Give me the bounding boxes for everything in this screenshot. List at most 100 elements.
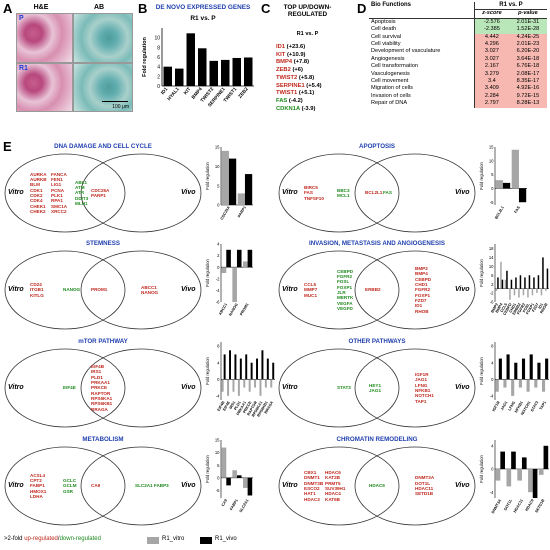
e-y-tick: 10 bbox=[215, 450, 220, 455]
b-x-tick: HYAL1 bbox=[166, 86, 181, 102]
pathway-title: mTOR PATHWAY bbox=[78, 338, 128, 345]
pathway-title: INVASION, METASTASIS AND ANGIOGENESIS bbox=[308, 240, 446, 247]
bar-vitro bbox=[232, 267, 237, 302]
vivo-down-genes: SLC2A1 FABP3 bbox=[135, 483, 169, 489]
top-gene-value: (+23.6) bbox=[285, 44, 306, 50]
bar-vitro bbox=[264, 379, 267, 388]
e-y-tick: 14 bbox=[489, 255, 494, 260]
e-y-tick: 6 bbox=[491, 273, 494, 278]
e-y-tick: -2 bbox=[490, 291, 494, 296]
bar-vivo bbox=[239, 358, 242, 380]
pathway-bar-chart: -5 0 5 10 15 Fold regulation CA9 FABP1 SLC2A1 bbox=[205, 438, 253, 514]
e-y-tick: -4 bbox=[216, 288, 220, 293]
top-gene-item: SERPINE1 (+5.4) bbox=[276, 83, 351, 91]
bar-vitro bbox=[259, 379, 262, 396]
vitro-down-genes: ABL1 ATM ATR DDIT3 MLH1 bbox=[75, 179, 89, 206]
vitro-down-genes: NANOG bbox=[63, 287, 81, 293]
bio-function-row: Apoptosis -2.576 2.01E-31 bbox=[369, 18, 547, 27]
bio-function-row: Vasculogenesis 3.279 2.08E-17 bbox=[369, 70, 547, 79]
e-y-label: Fold regulation bbox=[205, 161, 210, 189]
p-value-cell: 1.52E-28 bbox=[508, 26, 547, 34]
micrograph-he-r1: R1 bbox=[16, 63, 73, 112]
venn-vitro-circle bbox=[278, 348, 400, 428]
e-x-tick: FABP1 bbox=[229, 499, 239, 512]
bar-vivo bbox=[537, 275, 540, 289]
e-x-tick: ABCC1 bbox=[218, 303, 228, 316]
bar-vivo bbox=[528, 275, 531, 289]
bar-vivo bbox=[502, 182, 511, 189]
bar-vivo bbox=[514, 362, 518, 380]
bio-function-name: Vasculogenesis bbox=[369, 70, 475, 79]
bar-vitro bbox=[500, 261, 502, 289]
e-y-tick: 18 bbox=[489, 246, 494, 251]
e-y-tick: 8 bbox=[491, 344, 494, 349]
p-value-header: p-value bbox=[518, 10, 538, 17]
bio-function-name: Cell viability bbox=[369, 41, 475, 49]
bar-vivo bbox=[256, 358, 258, 380]
z-score-cell: 3.279 bbox=[474, 70, 509, 79]
vitro-down-genes: GCLC GCLM GSR bbox=[63, 478, 77, 494]
bar-vivo bbox=[497, 277, 499, 289]
bar-vitro bbox=[511, 379, 515, 396]
bar-vivo bbox=[226, 249, 231, 268]
vitro-down-genes: BBC3 MCL1 bbox=[337, 187, 350, 198]
bio-function-name: Apoptosis bbox=[369, 18, 475, 27]
bar-vivo bbox=[542, 257, 544, 289]
panel-c-title-bottom: REGULATED bbox=[287, 11, 328, 18]
e-y-label: Fold regulation bbox=[479, 454, 484, 482]
e-y-tick: -6 bbox=[490, 300, 494, 305]
bar-vitro bbox=[227, 379, 230, 396]
top-gene-name: TWIST1 bbox=[276, 90, 298, 97]
venn-vivo-circle bbox=[354, 250, 476, 330]
panel-b-title: DE NOVO EXPRESSED GENES bbox=[155, 4, 251, 11]
bar-vitro bbox=[221, 150, 229, 205]
bar-vivo bbox=[245, 354, 248, 380]
e-x-tick: TAP1 bbox=[539, 401, 547, 411]
bar-vivo bbox=[247, 249, 253, 268]
panel-e-letter: E bbox=[3, 139, 12, 154]
bar-vivo bbox=[236, 475, 242, 478]
bar-vivo bbox=[234, 354, 237, 380]
top-gene-name: BMP4 bbox=[276, 59, 293, 66]
bio-function-name: Cell movement bbox=[369, 78, 475, 86]
b-y-label: Fold regulation bbox=[142, 37, 148, 77]
venn-diagram bbox=[4, 153, 202, 233]
bio-function-row: Cell survival 4.442 4.24E-25 bbox=[369, 33, 547, 42]
bar-vitro bbox=[545, 288, 547, 291]
top-gene-value: (+5.4) bbox=[304, 82, 322, 89]
micrograph-he-p: P bbox=[16, 13, 73, 63]
bio-function-row: Angiogenesis 3.027 3.64E-18 bbox=[369, 55, 547, 64]
shared-up-genes: CDC25A PARP1 bbox=[91, 187, 110, 198]
venn-diagram bbox=[4, 250, 202, 330]
e-y-label: Fold regulation bbox=[479, 258, 484, 286]
e-y-tick: -5 bbox=[490, 200, 494, 205]
p-value-cell: 9.72E-15 bbox=[508, 92, 547, 101]
venn-vitro-circle bbox=[4, 153, 126, 233]
shared-down-genes: FAS bbox=[383, 190, 392, 196]
bar-vivo bbox=[543, 445, 549, 469]
e-x-tick: SLC2A1 bbox=[239, 499, 250, 514]
e-x-tick: PROM1 bbox=[239, 303, 249, 317]
pathway-title: CHROMATIN REMODELING bbox=[336, 436, 418, 443]
pathway-block: OTHER PATHWAYS Vitro Vivo STAT3 HEY1 JAG1 IGF… bbox=[277, 338, 549, 434]
venn-vivo-circle bbox=[354, 348, 476, 428]
e-y-label: Fold regulation bbox=[205, 356, 210, 384]
e-x-tick: NOTCH1 bbox=[520, 401, 531, 417]
b-x-tick: KIT bbox=[183, 86, 193, 96]
bar-vitro bbox=[495, 469, 501, 481]
bar-vivo bbox=[500, 451, 505, 469]
bar-vitro bbox=[503, 379, 507, 388]
z-score-cell: 4.296 bbox=[474, 41, 509, 49]
e-x-tick: JAG1 bbox=[500, 401, 508, 412]
bar-vivo bbox=[545, 358, 549, 380]
e-x-tick: PARP1 bbox=[237, 206, 247, 219]
e-y-tick: 5 bbox=[217, 183, 220, 188]
pathway-title: APOPTOSIS bbox=[359, 143, 395, 150]
bar-vivo bbox=[506, 270, 508, 289]
vitro-up-genes: ACSL4 CPT2 FABP1 HMOX1 LDHA bbox=[30, 472, 47, 499]
e-x-tick: RHOB bbox=[540, 302, 549, 314]
vitro-label: Vitro bbox=[8, 482, 24, 489]
ab-header: AB bbox=[93, 4, 105, 11]
e-x-tick: FZD7 bbox=[531, 303, 539, 313]
b-bar bbox=[163, 66, 172, 86]
